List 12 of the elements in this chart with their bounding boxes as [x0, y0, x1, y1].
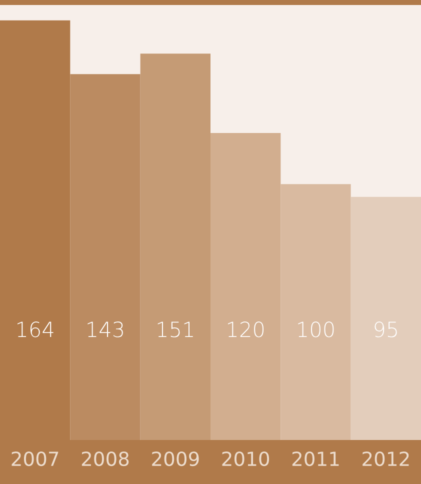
- data-label: 143: [88, 322, 123, 338]
- x-tick-label: 2008: [82, 451, 129, 466]
- x-tick-label: 2012: [362, 451, 409, 466]
- data-label: 95: [374, 322, 397, 338]
- x-tick-label: 2007: [12, 451, 58, 466]
- data-label: 100: [298, 322, 334, 338]
- x-tick-label: 2010: [222, 451, 270, 466]
- data-label: 164: [17, 322, 54, 338]
- data-label: 120: [228, 322, 264, 338]
- x-tick-label: 2009: [152, 451, 199, 466]
- x-tick-label: 2011: [292, 451, 339, 466]
- data-label: 151: [158, 322, 193, 338]
